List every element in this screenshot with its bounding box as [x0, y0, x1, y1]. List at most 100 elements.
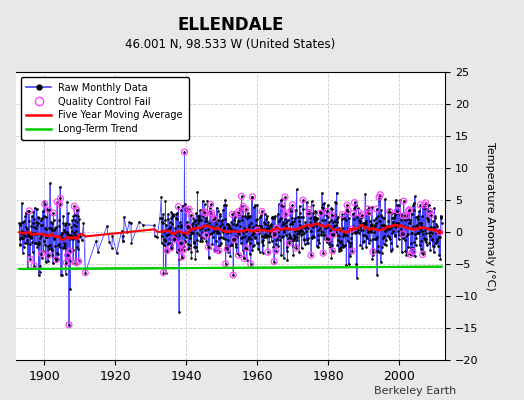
Point: [369, 248, 377, 255]
Text: ELLENDALE: ELLENDALE: [177, 16, 284, 34]
Point: [187, 212, 195, 219]
Point: [420, 202, 429, 208]
Point: [399, 213, 408, 219]
Point: [230, 236, 238, 243]
Y-axis label: Temperature Anomaly (°C): Temperature Anomaly (°C): [485, 142, 495, 290]
Point: [229, 272, 237, 278]
Point: [375, 194, 383, 200]
Point: [365, 209, 374, 216]
Point: [351, 199, 359, 206]
Point: [53, 199, 61, 205]
Point: [338, 211, 346, 218]
Point: [170, 236, 178, 243]
Point: [182, 206, 190, 213]
Point: [419, 251, 427, 258]
Point: [176, 246, 184, 253]
Point: [239, 203, 247, 210]
Point: [52, 256, 60, 263]
Point: [409, 248, 417, 255]
Point: [344, 208, 353, 214]
Point: [272, 225, 281, 232]
Point: [270, 231, 279, 238]
Point: [174, 204, 183, 210]
Point: [278, 203, 287, 209]
Point: [178, 254, 186, 260]
Point: [242, 206, 250, 212]
Point: [235, 211, 243, 217]
Point: [242, 245, 250, 251]
Point: [206, 201, 215, 208]
Point: [394, 207, 402, 214]
Point: [435, 229, 444, 235]
Point: [280, 212, 289, 218]
Point: [292, 245, 300, 251]
Point: [56, 195, 64, 202]
Point: [425, 208, 434, 214]
Point: [299, 197, 307, 203]
Point: [223, 246, 232, 252]
Point: [62, 259, 71, 266]
Point: [307, 252, 315, 258]
Point: [399, 198, 408, 204]
Point: [240, 255, 248, 262]
Point: [304, 206, 313, 213]
Point: [70, 203, 79, 210]
Point: [49, 210, 58, 216]
Legend: Raw Monthly Data, Quality Control Fail, Five Year Moving Average, Long-Term Tren: Raw Monthly Data, Quality Control Fail, …: [20, 77, 189, 140]
Point: [248, 194, 257, 200]
Point: [30, 262, 38, 269]
Point: [328, 212, 336, 218]
Point: [270, 258, 278, 265]
Text: 46.001 N, 98.533 W (United States): 46.001 N, 98.533 W (United States): [125, 38, 336, 51]
Point: [405, 208, 413, 214]
Point: [200, 209, 209, 215]
Point: [204, 244, 213, 250]
Point: [185, 206, 193, 212]
Point: [287, 208, 296, 214]
Point: [323, 208, 331, 214]
Point: [324, 236, 332, 242]
Point: [207, 209, 215, 216]
Point: [285, 240, 293, 246]
Point: [179, 246, 188, 253]
Point: [406, 251, 414, 258]
Point: [184, 224, 193, 230]
Point: [45, 252, 53, 258]
Point: [221, 260, 230, 267]
Point: [180, 149, 189, 155]
Text: Berkeley Earth: Berkeley Earth: [374, 386, 456, 396]
Point: [271, 248, 280, 254]
Point: [66, 258, 74, 264]
Point: [258, 208, 266, 215]
Point: [399, 231, 407, 237]
Point: [282, 210, 291, 216]
Point: [348, 210, 357, 217]
Point: [234, 252, 243, 258]
Point: [316, 210, 325, 216]
Point: [264, 249, 272, 255]
Point: [347, 226, 356, 232]
Point: [373, 206, 381, 212]
Point: [405, 206, 413, 213]
Point: [386, 208, 394, 215]
Point: [45, 206, 53, 213]
Point: [159, 270, 168, 276]
Point: [319, 250, 328, 256]
Point: [208, 212, 216, 218]
Point: [234, 209, 243, 215]
Point: [210, 215, 219, 222]
Point: [201, 210, 210, 216]
Point: [402, 213, 410, 219]
Point: [416, 202, 424, 208]
Point: [246, 261, 255, 267]
Point: [72, 260, 81, 266]
Point: [167, 245, 175, 251]
Point: [355, 209, 363, 216]
Point: [237, 193, 246, 200]
Point: [329, 232, 337, 238]
Point: [66, 248, 74, 254]
Point: [37, 250, 46, 257]
Point: [305, 210, 313, 216]
Point: [288, 202, 297, 208]
Point: [427, 212, 435, 218]
